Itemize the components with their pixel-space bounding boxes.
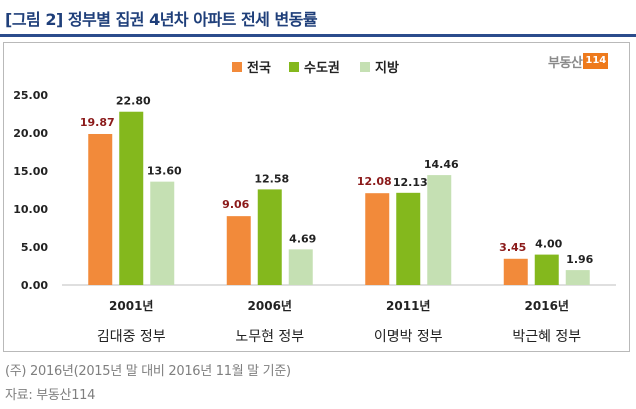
x-tick-name-2: 이명박 정부: [374, 329, 443, 345]
legend-swatch-2: [360, 62, 370, 72]
bar-1-3: [534, 254, 559, 285]
legend-swatch-0: [232, 62, 242, 72]
y-tick-label: 20.00: [13, 127, 48, 140]
data-label-2-2: 14.46: [424, 158, 459, 171]
bar-0-3: [503, 258, 528, 285]
x-tick-name-0: 김대중 정부: [97, 329, 166, 345]
data-label-0-2: 12.08: [357, 175, 392, 188]
legend-swatch-1: [289, 62, 299, 72]
bar-1-2: [396, 192, 421, 285]
bar-chart: 전국 수도권 지방 0.00 5.00 10.00 15.00 20.00 25.00 19.87…: [13, 60, 616, 345]
data-label-0-3: 3.45: [499, 241, 526, 254]
x-tick-name-1: 노무현 정부: [235, 329, 304, 345]
source-note: 자료: 부동산114: [5, 388, 96, 403]
chart-container: 전국 수도권 지방 0.00 5.00 10.00 15.00 20.00 25.00 19.87…: [3, 42, 630, 352]
bar-1-1: [257, 189, 282, 285]
legend-label-2: 지방: [375, 60, 399, 76]
brand-number: 114: [583, 53, 609, 69]
legend-label-0: 전국: [247, 60, 271, 76]
data-label-1-2: 12.13: [393, 176, 428, 189]
bar-0-1: [226, 216, 251, 285]
x-tick-year-0: 2001년: [109, 299, 153, 313]
brand-logo: 부동산 114: [548, 51, 609, 71]
y-tick-label: 25.00: [13, 89, 48, 102]
bar-0-2: [365, 193, 390, 285]
data-label-0-0: 19.87: [80, 116, 115, 129]
data-label-1-1: 12.58: [254, 172, 289, 185]
data-label-1-3: 4.00: [535, 238, 562, 251]
data-label-2-1: 4.69: [289, 232, 316, 245]
x-tick-name-3: 박근혜 정부: [512, 329, 581, 345]
data-label-1-0: 22.80: [116, 95, 151, 108]
bar-0-0: [88, 133, 113, 285]
bar-2-2: [427, 175, 452, 285]
y-tick-label: 10.00: [13, 203, 48, 216]
footnote: (주) 2016년(2015년 말 대비 2016년 11월 말 기준): [5, 364, 291, 379]
title-rule: [0, 34, 636, 37]
x-tick-year-2: 2011년: [386, 299, 430, 313]
bar-2-0: [150, 181, 175, 285]
data-label-2-3: 1.96: [566, 253, 593, 266]
y-tick-label: 0.00: [21, 279, 48, 292]
data-label-2-0: 13.60: [147, 165, 182, 178]
x-tick-year-1: 2006년: [248, 299, 292, 313]
figure-title: [그림 2] 정부별 집권 4년차 아파트 전세 변동률: [5, 10, 318, 29]
y-tick-label: 5.00: [21, 241, 48, 254]
y-tick-label: 15.00: [13, 165, 48, 178]
legend-label-1: 수도권: [304, 61, 340, 76]
bar-2-1: [288, 249, 313, 285]
brand-text: 부동산: [548, 55, 583, 71]
bar-1-0: [119, 111, 144, 285]
data-label-0-1: 9.06: [222, 198, 249, 211]
bar-2-3: [565, 270, 590, 285]
x-tick-year-3: 2016년: [525, 299, 569, 313]
